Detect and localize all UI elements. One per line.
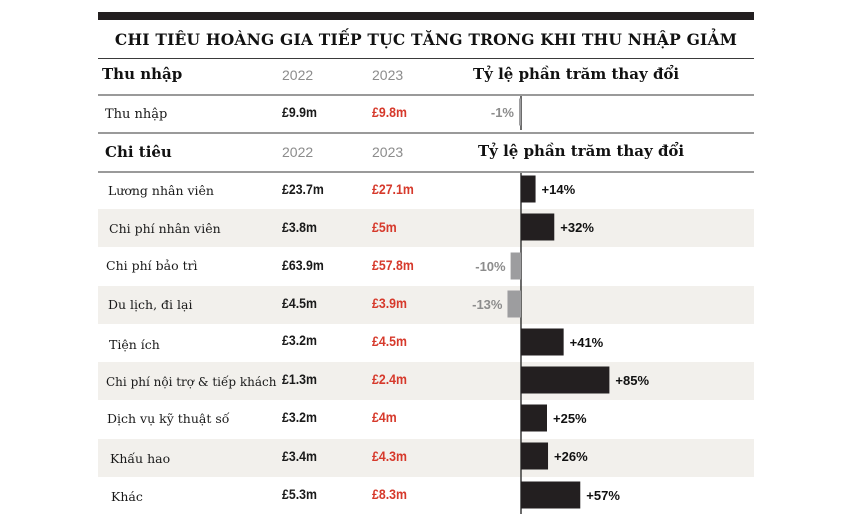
expense-year-2022: 2022	[282, 144, 314, 160]
row-label: Lương nhân viên	[108, 183, 214, 198]
pct-bar	[521, 175, 536, 203]
value-2022: £5.3m	[282, 486, 317, 502]
chart-title: CHI TIÊU HOÀNG GIA TIẾP TỤC TĂNG TRONG K…	[114, 30, 738, 49]
pct-bar	[521, 442, 549, 470]
pct-bar	[521, 328, 564, 356]
value-2022: £3.8m	[282, 219, 317, 235]
pct-bar	[521, 481, 581, 509]
value-2022: £4.5m	[282, 295, 317, 311]
value-2023: £57.8m	[372, 257, 414, 273]
row-label: Dịch vụ kỹ thuật số	[107, 411, 230, 426]
pct-bar	[510, 252, 521, 280]
expense-year-2023: 2023	[372, 144, 404, 160]
pct-label: -10%	[475, 259, 506, 274]
expense-top-rule	[98, 132, 754, 134]
income-pct-header: Tỷ lệ phần trăm thay đổi	[473, 65, 680, 83]
pct-bar	[521, 213, 555, 241]
title-rule	[98, 58, 754, 59]
value-2023: £2.4m	[372, 371, 407, 387]
value-2022: £1.3m	[282, 371, 317, 387]
value-2023: £5m	[372, 219, 397, 235]
value-2023: £4m	[372, 409, 397, 425]
row-label: Chi phí nhân viên	[109, 221, 221, 236]
pct-label: +57%	[586, 488, 620, 503]
row-label: Tiện ích	[109, 337, 160, 352]
row-label: Du lịch, đi lại	[108, 297, 193, 312]
income-value-2023: £9.8m	[372, 104, 407, 120]
value-2022: £3.2m	[282, 409, 317, 425]
value-2023: £27.1m	[372, 181, 414, 197]
value-2022: £3.4m	[282, 448, 317, 464]
value-2022: £3.2m	[282, 332, 317, 348]
pct-label: -13%	[472, 297, 503, 312]
row-band	[98, 209, 754, 247]
row-band	[98, 286, 754, 324]
row-label-income: Thu nhập	[105, 107, 168, 122]
pct-bar	[519, 98, 521, 126]
row-band	[98, 439, 754, 477]
value-2023: £3.9m	[372, 295, 407, 311]
row-label: Chi phí nội trợ & tiếp khách	[106, 375, 277, 389]
value-2023: £8.3m	[372, 486, 407, 502]
pct-label: +14%	[542, 182, 576, 197]
pct-label: +26%	[554, 449, 588, 464]
pct-bar	[521, 404, 547, 432]
value-2023: £4.3m	[372, 448, 407, 464]
expense-rule	[98, 171, 754, 173]
value-2022: £23.7m	[282, 181, 324, 197]
top-bar	[98, 12, 754, 20]
pct-bar	[521, 366, 610, 394]
income-value-2022: £9.9m	[282, 104, 317, 120]
pct-label: -1%	[491, 105, 515, 120]
expense-pct-header: Tỷ lệ phần trăm thay đổi	[478, 142, 685, 160]
income-year-2023: 2023	[372, 67, 404, 83]
income-year-2022: 2022	[282, 67, 314, 83]
income-rule	[98, 94, 754, 96]
income-header: Thu nhập	[102, 65, 183, 83]
pct-label: +25%	[553, 411, 587, 426]
row-label: Chi phí bảo trì	[106, 258, 198, 273]
row-band	[98, 362, 754, 400]
value-2023: £4.5m	[372, 333, 407, 349]
pct-label: +85%	[615, 373, 649, 388]
row-label: Khác	[111, 489, 143, 504]
expense-header: Chi tiêu	[105, 143, 172, 161]
pct-label: +41%	[570, 335, 604, 350]
row-label: Khấu hao	[110, 451, 171, 466]
value-2022: £63.9m	[282, 257, 324, 273]
pct-bar	[507, 290, 521, 318]
pct-label: +32%	[560, 220, 594, 235]
